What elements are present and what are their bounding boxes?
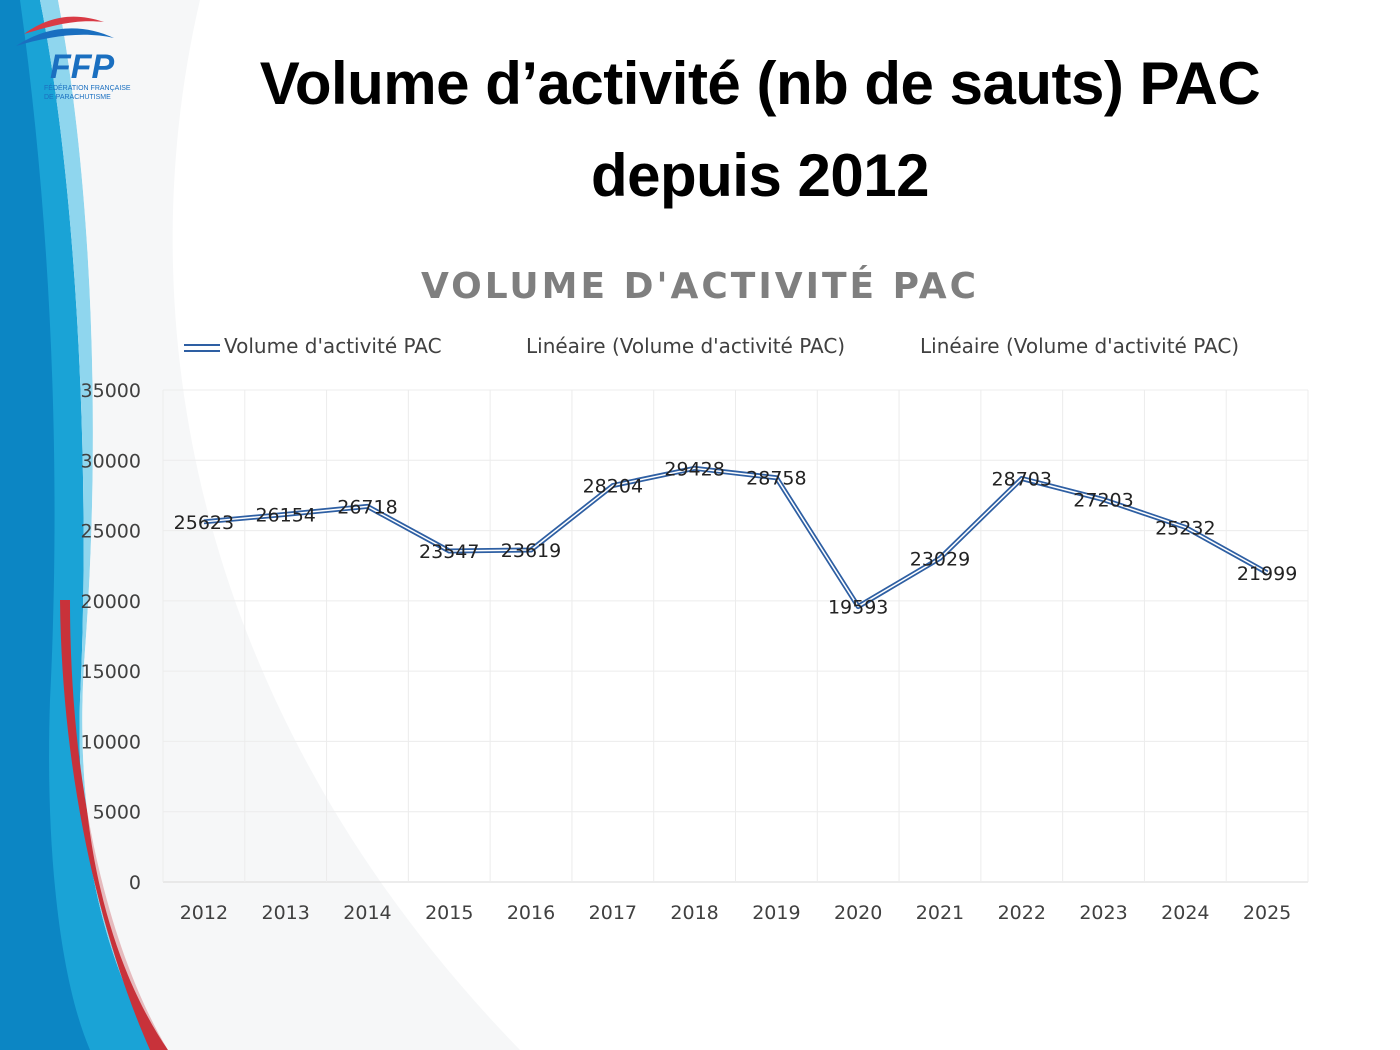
logo-subtitle-line2: DE PARACHUTISME (44, 94, 111, 101)
x-tick-label: 2022 (998, 902, 1046, 924)
data-label: 23547 (419, 541, 479, 563)
x-tick-label: 2020 (834, 902, 882, 924)
data-label: 28758 (746, 468, 806, 490)
y-tick-label: 25000 (81, 521, 141, 543)
y-tick-label: 0 (129, 872, 141, 894)
x-tick-label: 2013 (261, 902, 309, 924)
legend-item-trend-1: Linéaire (Volume d'activité PAC) (526, 334, 845, 358)
data-label: 25623 (174, 512, 234, 534)
x-tick-label: 2021 (916, 902, 964, 924)
data-label: 28204 (583, 476, 643, 498)
x-tick-label: 2018 (670, 902, 718, 924)
x-tick-label: 2025 (1243, 902, 1291, 924)
data-label: 29428 (664, 458, 724, 480)
legend-label: Linéaire (Volume d'activité PAC) (526, 334, 846, 358)
legend-line-icon (184, 343, 220, 352)
series-line-inner (203, 467, 1268, 608)
y-tick-label: 20000 (81, 591, 141, 613)
x-tick-label: 2012 (180, 902, 228, 924)
chart-title: VOLUME D'ACTIVITÉ PAC (420, 266, 980, 307)
legend-label: Volume d'activité PAC (224, 334, 442, 358)
x-tick-label: 2017 (589, 902, 637, 924)
legend-item-series: Volume d'activité PAC (184, 334, 442, 358)
data-label: 25232 (1155, 517, 1215, 539)
data-label: 19593 (828, 597, 888, 619)
data-label: 23619 (501, 540, 561, 562)
slide-title-line1: Volume d’activité (nb de sauts) PAC (259, 50, 1261, 117)
x-tick-label: 2015 (425, 902, 473, 924)
x-tick-label: 2023 (1079, 902, 1127, 924)
y-tick-label: 5000 (93, 802, 141, 824)
x-tick-label: 2019 (752, 902, 800, 924)
logo-subtitle-line1: FÉDÉRATION FRANÇAISE (44, 83, 131, 92)
x-tick-label: 2014 (343, 902, 391, 924)
data-label: 26718 (337, 496, 397, 518)
x-tick-label: 2024 (1161, 902, 1209, 924)
slide-title-line2: depuis 2012 (590, 142, 930, 209)
x-tick-label: 2016 (507, 902, 555, 924)
legend-label: Linéaire (Volume d'activité PAC) (920, 334, 1240, 358)
y-tick-label: 30000 (81, 450, 141, 472)
data-label: 28703 (992, 469, 1052, 491)
y-tick-label: 15000 (81, 661, 141, 683)
y-tick-label: 35000 (81, 380, 141, 402)
legend-item-trend-2: Linéaire (Volume d'activité PAC) (920, 334, 1239, 358)
slide-title: Volume d’activité (nb de sauts) PAC depu… (140, 38, 1380, 222)
data-label: 23029 (910, 548, 970, 570)
y-tick-label: 10000 (81, 731, 141, 753)
data-label: 21999 (1237, 563, 1297, 585)
data-label: 27203 (1073, 490, 1133, 512)
ffp-logo: FFP FÉDÉRATION FRANÇAISE DE PARACHUTISME (16, 16, 131, 101)
data-label: 26154 (255, 504, 315, 526)
logo-text: FFP (50, 48, 115, 86)
